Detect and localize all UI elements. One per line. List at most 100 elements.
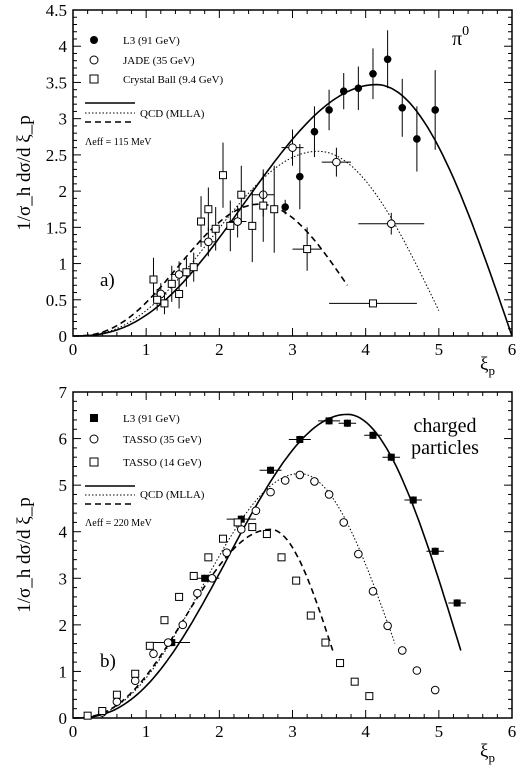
marker-open-square [248,523,257,532]
data-point [325,89,333,131]
marker-open-square [270,205,279,214]
data-point [310,477,319,486]
panel-b-xlabel-sub: p [488,750,495,765]
panel-a-legend: L3 (91 GeV) JADE (35 GeV) Crystal Ball (… [85,35,224,148]
data-point [306,611,315,620]
data-point [369,48,377,100]
data-point [382,453,401,461]
marker-open-circle [430,685,440,695]
x-tick-label: 4 [361,340,370,359]
marker-open-square [149,275,158,284]
y-tick-label: 3 [59,110,68,129]
marker-open-square [98,707,107,716]
marker-open-circle [295,470,305,480]
legend-label: JADE (35 GeV) [123,55,195,67]
legend-model-label: QCD (MLLA) [140,108,205,120]
marker-open-square [350,677,359,686]
data-point [336,659,345,668]
marker-open-square [189,571,198,580]
marker-open-circle [251,506,261,516]
marker-filled-circle [354,84,363,93]
data-point [321,147,352,177]
marker-open-square [237,190,246,199]
marker-open-circle [207,573,217,583]
data-point [426,547,444,555]
x-tick-label: 4 [361,722,370,741]
data-point [281,129,304,166]
marker-open-square [160,299,169,308]
y-tick-label: 0 [59,709,68,728]
marker-filled-square [296,436,304,444]
data-point [277,553,286,562]
legend-filled-circle-marker [90,36,98,44]
lambda-label: Λeff = 220 MeV [85,518,153,529]
marker-open-circle [222,548,231,557]
legend-label: L3 (91 GeV) [123,413,180,425]
marker-filled-square [201,574,209,582]
panel-a-label: a) [100,270,115,291]
panel-b-label: b) [100,651,116,672]
marker-open-square [218,534,227,543]
y-tick-label: 4 [59,37,68,56]
marker-open-circle [386,219,396,229]
y-tick-label: 2 [59,616,68,635]
data-point [383,621,392,631]
marker-open-circle [236,525,246,534]
data-point [178,620,188,630]
marker-open-circle [310,477,319,486]
qcd-curve-dotted [73,150,440,337]
data-point [354,66,363,110]
marker-open-circle [368,587,378,596]
marker-open-circle [204,237,213,247]
panel-b-legend: L3 (91 GeV) TASSO (35 GeV) TASSO (14 GeV… [85,413,205,529]
panel-b-ylabel: 1/σ_h dσ/d ξ_p [14,497,35,613]
marker-filled-square [453,599,461,607]
y-tick-label: 1 [59,255,68,274]
marker-open-circle [288,143,297,152]
marker-open-circle [383,621,392,631]
marker-open-square [160,616,169,625]
data-point [130,676,140,686]
data-point [248,189,257,263]
marker-filled-square [267,466,275,474]
data-point [358,212,425,235]
y-tick-label: 4.5 [46,1,67,20]
data-point [204,553,213,562]
qcd-curve-dashed [73,203,349,337]
qcd-curve-solid [73,83,513,337]
data-point [175,279,184,309]
data-point [398,78,407,137]
data-point [160,292,169,315]
data-point [149,649,158,659]
data-point [167,265,176,302]
y-tick-label: 1 [59,662,68,681]
particle-superscript: 0 [462,24,469,39]
data-point [295,470,305,480]
data-point [324,490,334,499]
y-tick-label: 0.5 [46,291,67,310]
marker-open-circle [163,638,173,647]
marker-filled-square [431,547,439,555]
marker-open-square [182,268,191,277]
legend-filled-square-marker [90,414,98,422]
x-tick-label: 3 [288,722,297,741]
marker-open-square [303,245,312,254]
data-point [160,616,169,625]
marker-open-square [233,518,242,527]
data-point [175,592,184,601]
marker-filled-square [409,496,417,504]
data-point [149,257,158,302]
marker-open-square [211,224,220,233]
legend-open-circle-marker [89,55,99,65]
legend-model-label: QCD (MLLA) [140,489,205,501]
marker-open-square [368,299,377,308]
marker-open-square [175,592,184,601]
y-tick-label: 3.5 [46,73,67,92]
data-point [339,73,348,110]
lambda-label: Λeff = 115 MeV [85,137,152,148]
data-point [404,496,423,504]
marker-filled-circle [413,135,421,143]
marker-open-circle [193,588,202,598]
particle-label-charged-2: particles [411,437,479,459]
data-point [321,638,330,647]
